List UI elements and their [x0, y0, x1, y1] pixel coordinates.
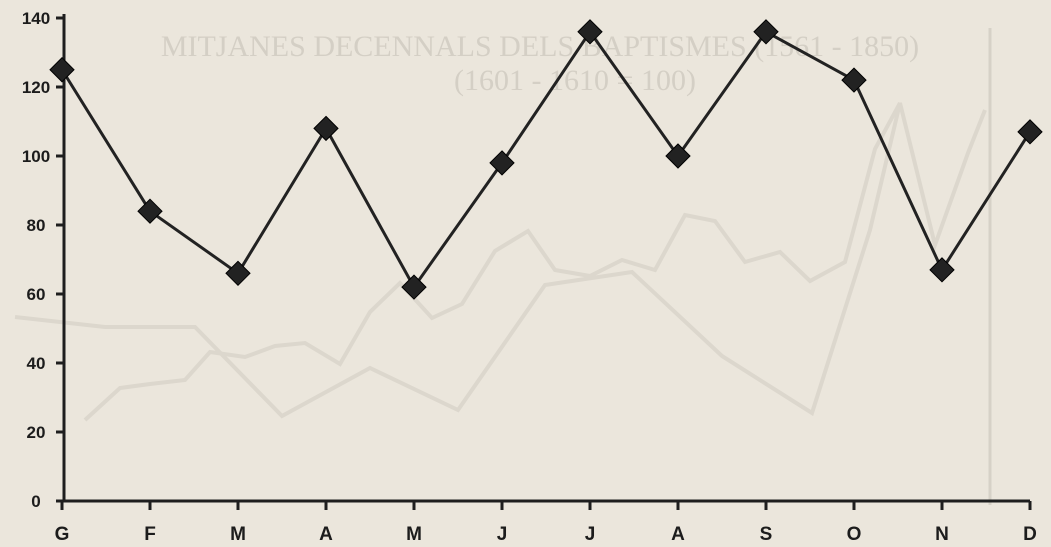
- x-tick-label: A: [319, 524, 333, 545]
- data-point-marker: [313, 115, 339, 142]
- data-point-marker: [753, 19, 779, 45]
- ghost-title-line-1: MITJANES DECENNALS DELS BAPTISMES (1561 …: [161, 30, 919, 63]
- x-tick-label: M: [230, 524, 246, 545]
- data-point-marker: [929, 257, 955, 283]
- y-tick-label: 60: [27, 285, 46, 304]
- y-axis-ticks: 0 20 40 60 80 100 120 140: [22, 9, 64, 511]
- x-tick-label: J: [497, 524, 508, 545]
- y-tick-label: 100: [22, 147, 50, 166]
- data-point-marker: [401, 274, 427, 300]
- ghost-series-b: [83, 102, 902, 422]
- x-tick-label: N: [935, 524, 949, 545]
- data-point-marker: [577, 19, 603, 45]
- data-point-marker: [1017, 119, 1043, 145]
- axes: [62, 14, 1030, 503]
- ghost-series-a: [14, 102, 987, 419]
- x-tick-label: D: [1023, 524, 1037, 545]
- y-tick-label: 140: [22, 9, 50, 28]
- background-bleed-through: MITJANES DECENNALS DELS BAPTISMES (1561 …: [14, 28, 992, 505]
- x-tick-label: J: [585, 524, 596, 545]
- y-tick-label: 40: [27, 354, 46, 373]
- x-tick-label: A: [671, 524, 685, 545]
- ghost-title-line-2: (1601 - 1610 = 100): [454, 64, 696, 97]
- y-tick-label: 80: [27, 216, 46, 235]
- x-tick-label: S: [760, 524, 773, 545]
- x-tick-label: M: [406, 524, 422, 545]
- data-point-marker: [49, 57, 75, 83]
- y-tick-label: 0: [31, 492, 40, 511]
- x-tick-label: F: [144, 524, 156, 545]
- y-tick-label: 20: [27, 423, 46, 442]
- data-point-marker: [665, 143, 691, 169]
- data-point-marker: [225, 260, 251, 287]
- data-point-marker: [137, 198, 163, 224]
- series-layer: [49, 19, 1043, 300]
- x-tick-label: G: [55, 524, 70, 545]
- data-point-marker: [841, 67, 867, 93]
- data-point-marker: [489, 150, 515, 176]
- series-line: [60, 30, 1032, 289]
- x-tick-label: O: [847, 524, 862, 545]
- y-tick-label: 120: [22, 78, 50, 97]
